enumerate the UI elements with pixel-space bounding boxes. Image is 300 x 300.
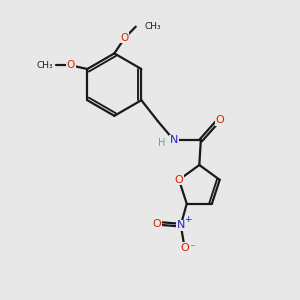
Text: O: O bbox=[216, 116, 224, 125]
Text: O: O bbox=[153, 219, 161, 229]
Text: O: O bbox=[67, 60, 75, 70]
Text: N: N bbox=[177, 220, 185, 230]
Text: CH₃: CH₃ bbox=[37, 61, 53, 70]
Text: ⁻: ⁻ bbox=[190, 243, 196, 253]
Text: N: N bbox=[170, 135, 178, 145]
Text: O: O bbox=[180, 243, 189, 253]
Text: +: + bbox=[184, 215, 191, 224]
Text: O: O bbox=[121, 33, 129, 43]
Text: CH₃: CH₃ bbox=[144, 22, 161, 31]
Text: O: O bbox=[175, 175, 183, 185]
Text: H: H bbox=[158, 138, 165, 148]
